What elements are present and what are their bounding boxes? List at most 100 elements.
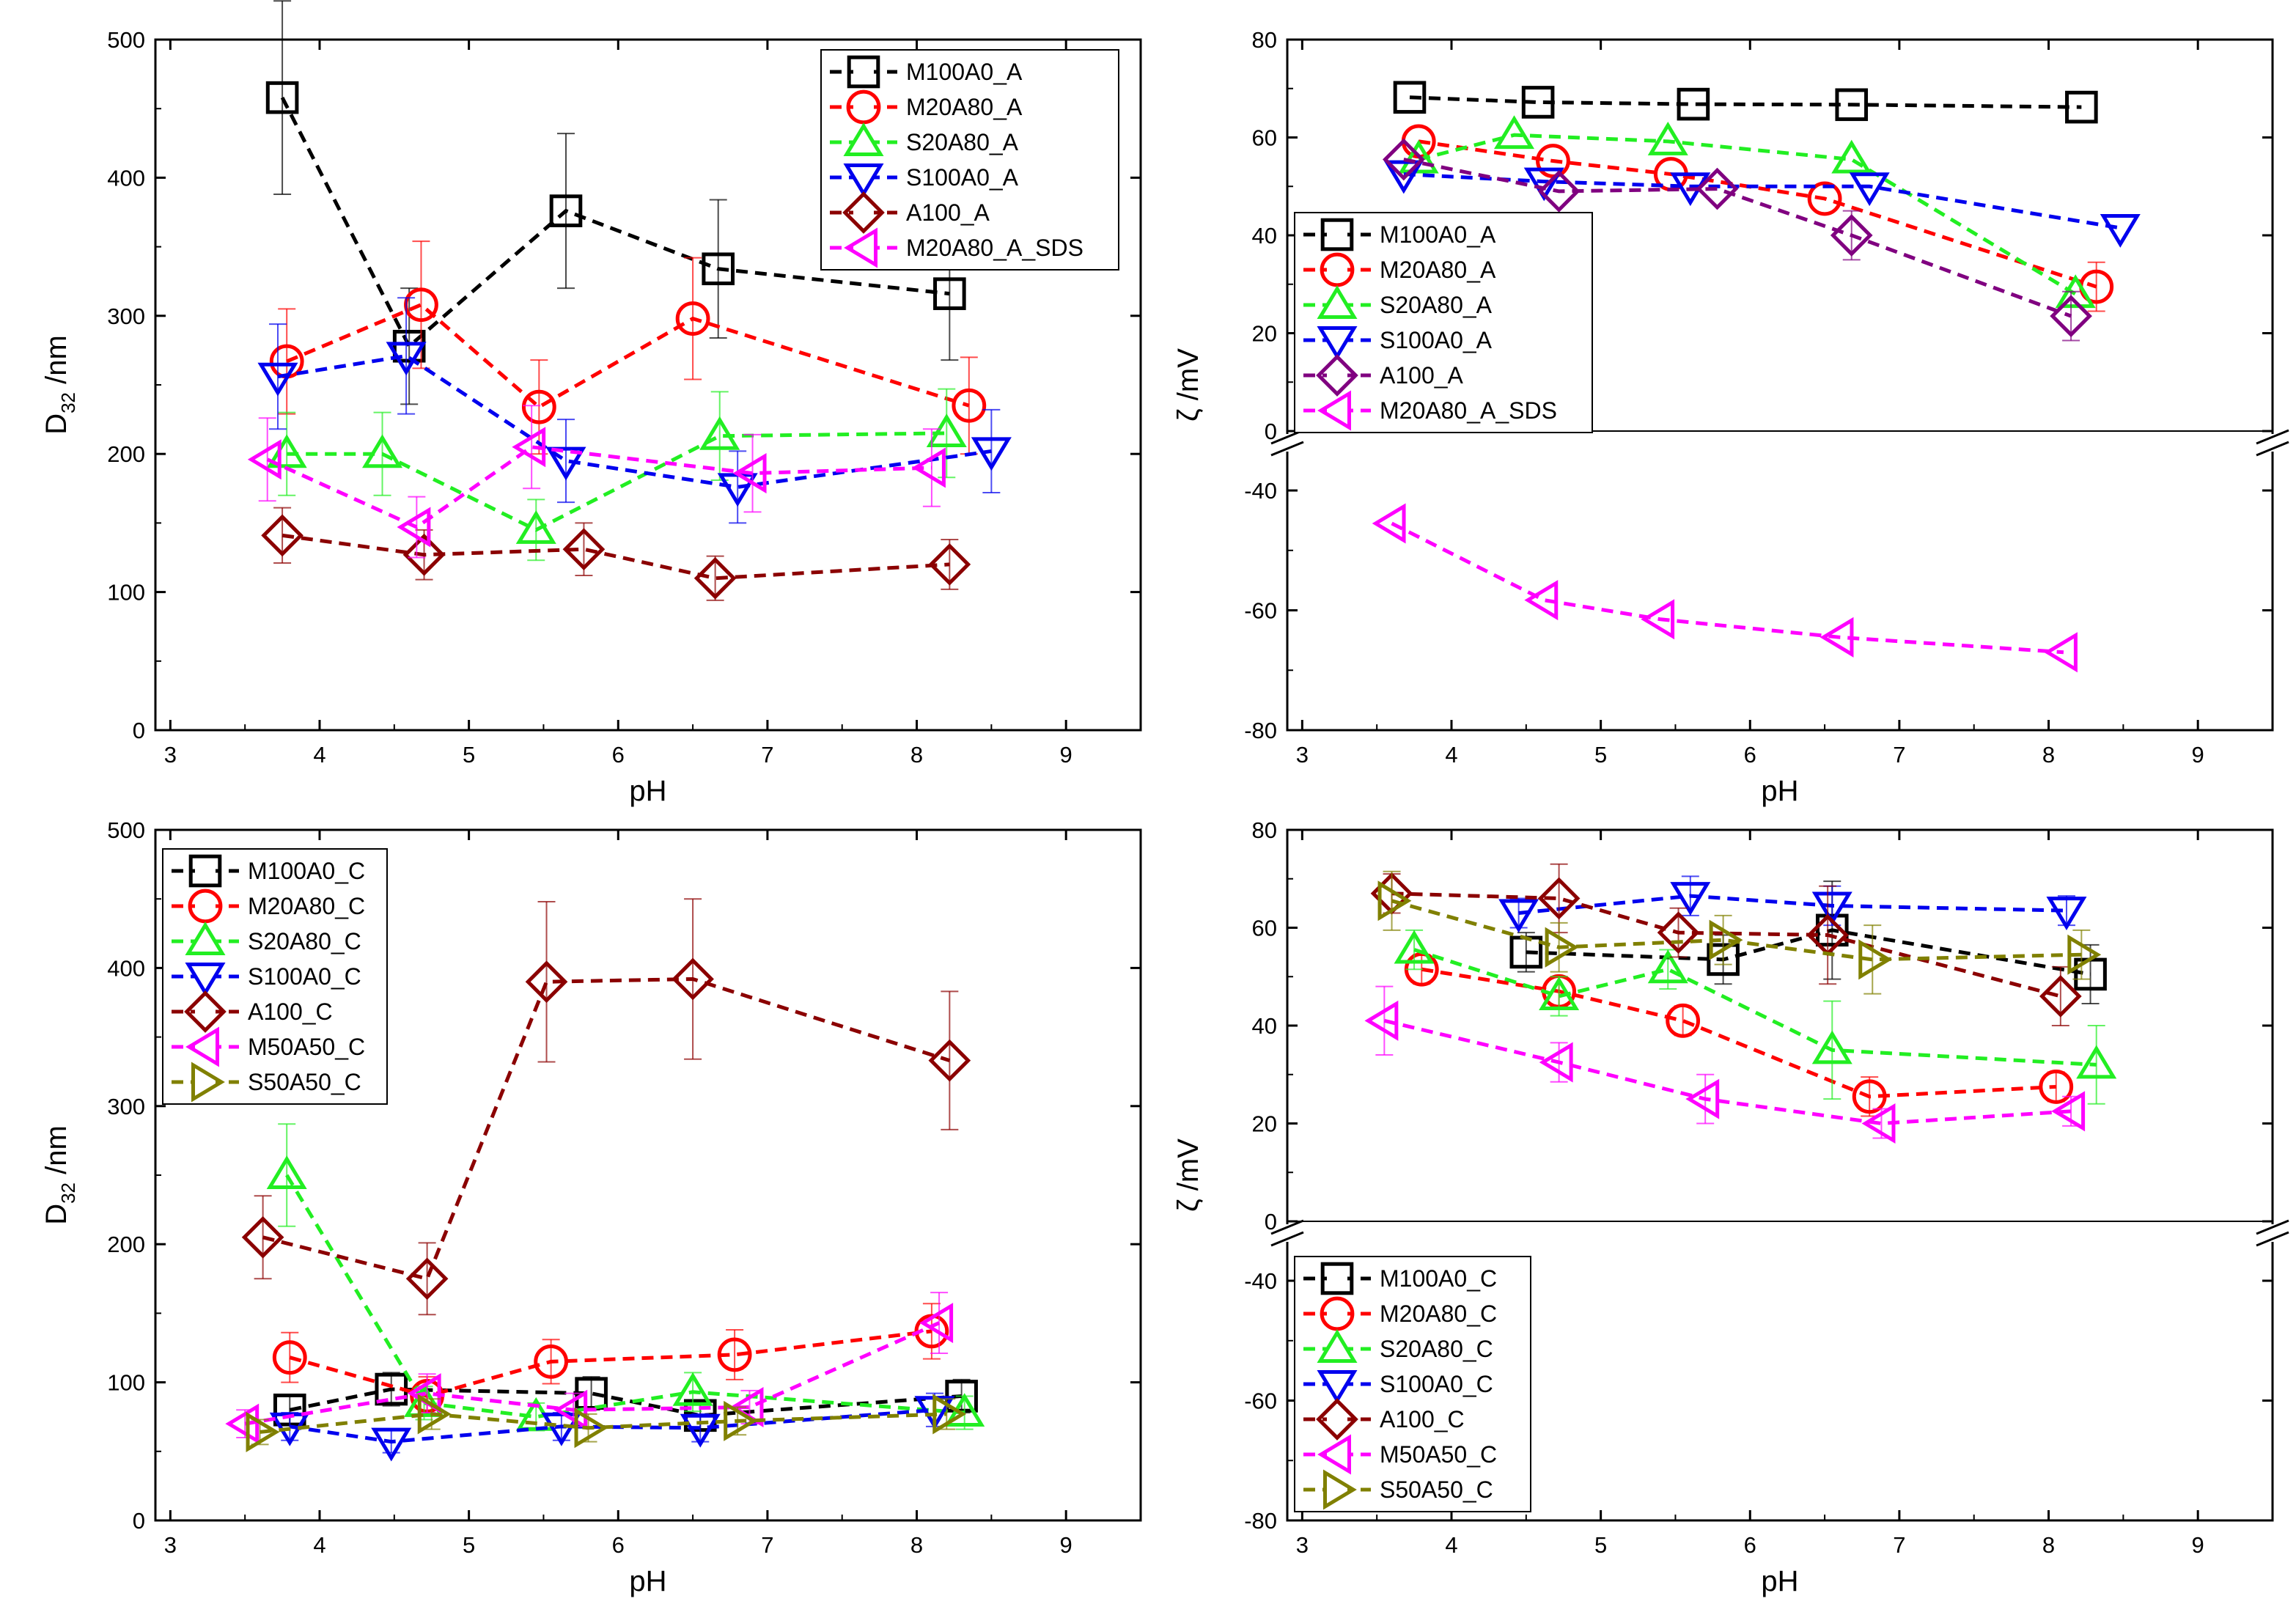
data-point <box>2050 295 2092 337</box>
legend-marker-bg <box>1327 1303 1347 1324</box>
data-point <box>1819 617 1854 658</box>
legend-label: S100A0_C <box>248 963 361 990</box>
x-tick-label: 6 <box>1744 1532 1756 1558</box>
data-point <box>671 957 714 1001</box>
y-tick-label: -60 <box>1244 598 1277 624</box>
x-tick-label: 8 <box>910 742 923 768</box>
data-point <box>386 342 427 376</box>
legend-label: M100A0_A <box>1380 221 1496 248</box>
legend-marker <box>1317 1370 1358 1404</box>
y-tick-label: 100 <box>107 580 145 606</box>
chart-panel-4: 3 4 5 6 7 8 9 80 60 40 20 0 -40 -60 -80 pH ζ /mV M100A0_C… <box>1172 817 2289 1597</box>
data-point <box>1647 121 1688 155</box>
series-m20a80-a <box>1401 124 2114 312</box>
legend-label: S100A0_A <box>906 164 1019 191</box>
legend-label: M50A50_C <box>1380 1441 1497 1468</box>
legend-marker <box>847 55 880 89</box>
x-tick-label: 3 <box>164 742 177 768</box>
data-point <box>404 1383 445 1417</box>
data-point <box>1398 139 1439 174</box>
legend-label: S50A50_C <box>1380 1476 1493 1503</box>
data-point <box>266 1155 307 1189</box>
series-line <box>282 533 950 581</box>
legend-marker-bg <box>195 1001 216 1022</box>
y-axis-label: D32 /nm <box>40 1125 79 1225</box>
legend-marker <box>1317 285 1358 319</box>
series-line <box>1418 139 2097 289</box>
x-tick-label: 6 <box>612 1532 625 1558</box>
x-tick-label: 7 <box>1893 1532 1905 1558</box>
series-line <box>1403 172 2121 230</box>
data-point <box>1383 138 1425 181</box>
y-tick-label: 300 <box>107 1094 145 1119</box>
data-point <box>1849 172 1890 207</box>
legend-marker <box>846 89 881 125</box>
data-point <box>562 528 606 571</box>
legend-marker <box>1320 252 1355 287</box>
data-point <box>1685 1078 1720 1119</box>
data-point <box>717 1337 752 1372</box>
data-point <box>672 1372 713 1406</box>
data-point <box>1377 880 1412 921</box>
x-tick-label: 7 <box>761 742 773 768</box>
data-point <box>574 1408 608 1449</box>
series-a100-c <box>241 898 971 1316</box>
data-point <box>545 446 586 481</box>
data-point <box>928 1039 971 1082</box>
data-point <box>702 252 735 286</box>
y-axis-label: ζ /mV <box>1172 1138 1204 1212</box>
legend-item-m20a80-c: M20A80_C <box>1303 1296 1497 1331</box>
legend-marker-bg <box>195 861 216 881</box>
x-tick-label: 9 <box>1060 742 1072 768</box>
data-point <box>932 1394 967 1435</box>
series-line <box>266 445 932 529</box>
legend-label: S20A80_A <box>1380 292 1493 318</box>
data-point <box>1670 882 1711 916</box>
series-s100a0-a <box>1383 160 2141 248</box>
data-point <box>265 81 299 114</box>
x-tick-label: 9 <box>2192 742 2204 768</box>
legend: M100A0_A M20A80_A S20A80_A S100A0_A A100_A M2… <box>820 49 1119 271</box>
legend-label: S20A80_C <box>248 928 361 954</box>
y-tick-label: -60 <box>1244 1388 1277 1414</box>
legend-label: M20A80_C <box>248 893 365 919</box>
y-tick-label: -80 <box>1244 1508 1277 1534</box>
series-line <box>1391 899 2082 962</box>
legend-label: A100_A <box>906 199 990 226</box>
series-m100a0-a <box>1393 81 2098 124</box>
series-line <box>1413 948 2097 1067</box>
series-line <box>289 1387 962 1418</box>
legend-item-m100a0-c: M100A0_C <box>1303 1262 1497 1295</box>
y-tick-label: 300 <box>107 303 145 329</box>
axis-break-mark <box>1270 441 1304 457</box>
x-axis-label: pH <box>629 775 666 807</box>
data-point <box>928 543 971 586</box>
legend-label: S20A80_A <box>906 129 1019 155</box>
legend-marker <box>842 191 885 234</box>
y-tick-label: 60 <box>1252 916 1277 941</box>
legend-marker <box>1317 390 1351 431</box>
data-point <box>553 1389 588 1430</box>
legend-marker-bg <box>1327 1409 1347 1430</box>
y-tick-label: 200 <box>107 1232 145 1257</box>
series-s50a50-c <box>1377 870 2102 995</box>
legend-marker <box>188 854 222 888</box>
data-point <box>732 453 767 494</box>
y-tick-label: -80 <box>1244 718 1277 743</box>
y-tick-label: 60 <box>1252 125 1277 151</box>
data-point <box>2039 1070 2074 1104</box>
series-line <box>1383 1018 2072 1126</box>
legend-marker <box>185 963 226 996</box>
x-tick-label: 3 <box>1296 1532 1309 1558</box>
legend-marker <box>1320 1296 1355 1331</box>
data-point <box>246 1411 280 1452</box>
x-tick-label: 3 <box>1296 742 1309 768</box>
legend-marker <box>185 921 226 955</box>
x-tick-label: 4 <box>313 742 325 768</box>
data-point <box>724 1400 758 1441</box>
legend-item-m50a50-c: M50A50_C <box>1303 1434 1497 1475</box>
legend-item-s100a0-a: S100A0_A <box>1303 326 1493 360</box>
data-point <box>675 301 710 336</box>
series-line <box>289 1329 932 1399</box>
legend-item-s20a80-c: S20A80_C <box>1303 1329 1493 1363</box>
